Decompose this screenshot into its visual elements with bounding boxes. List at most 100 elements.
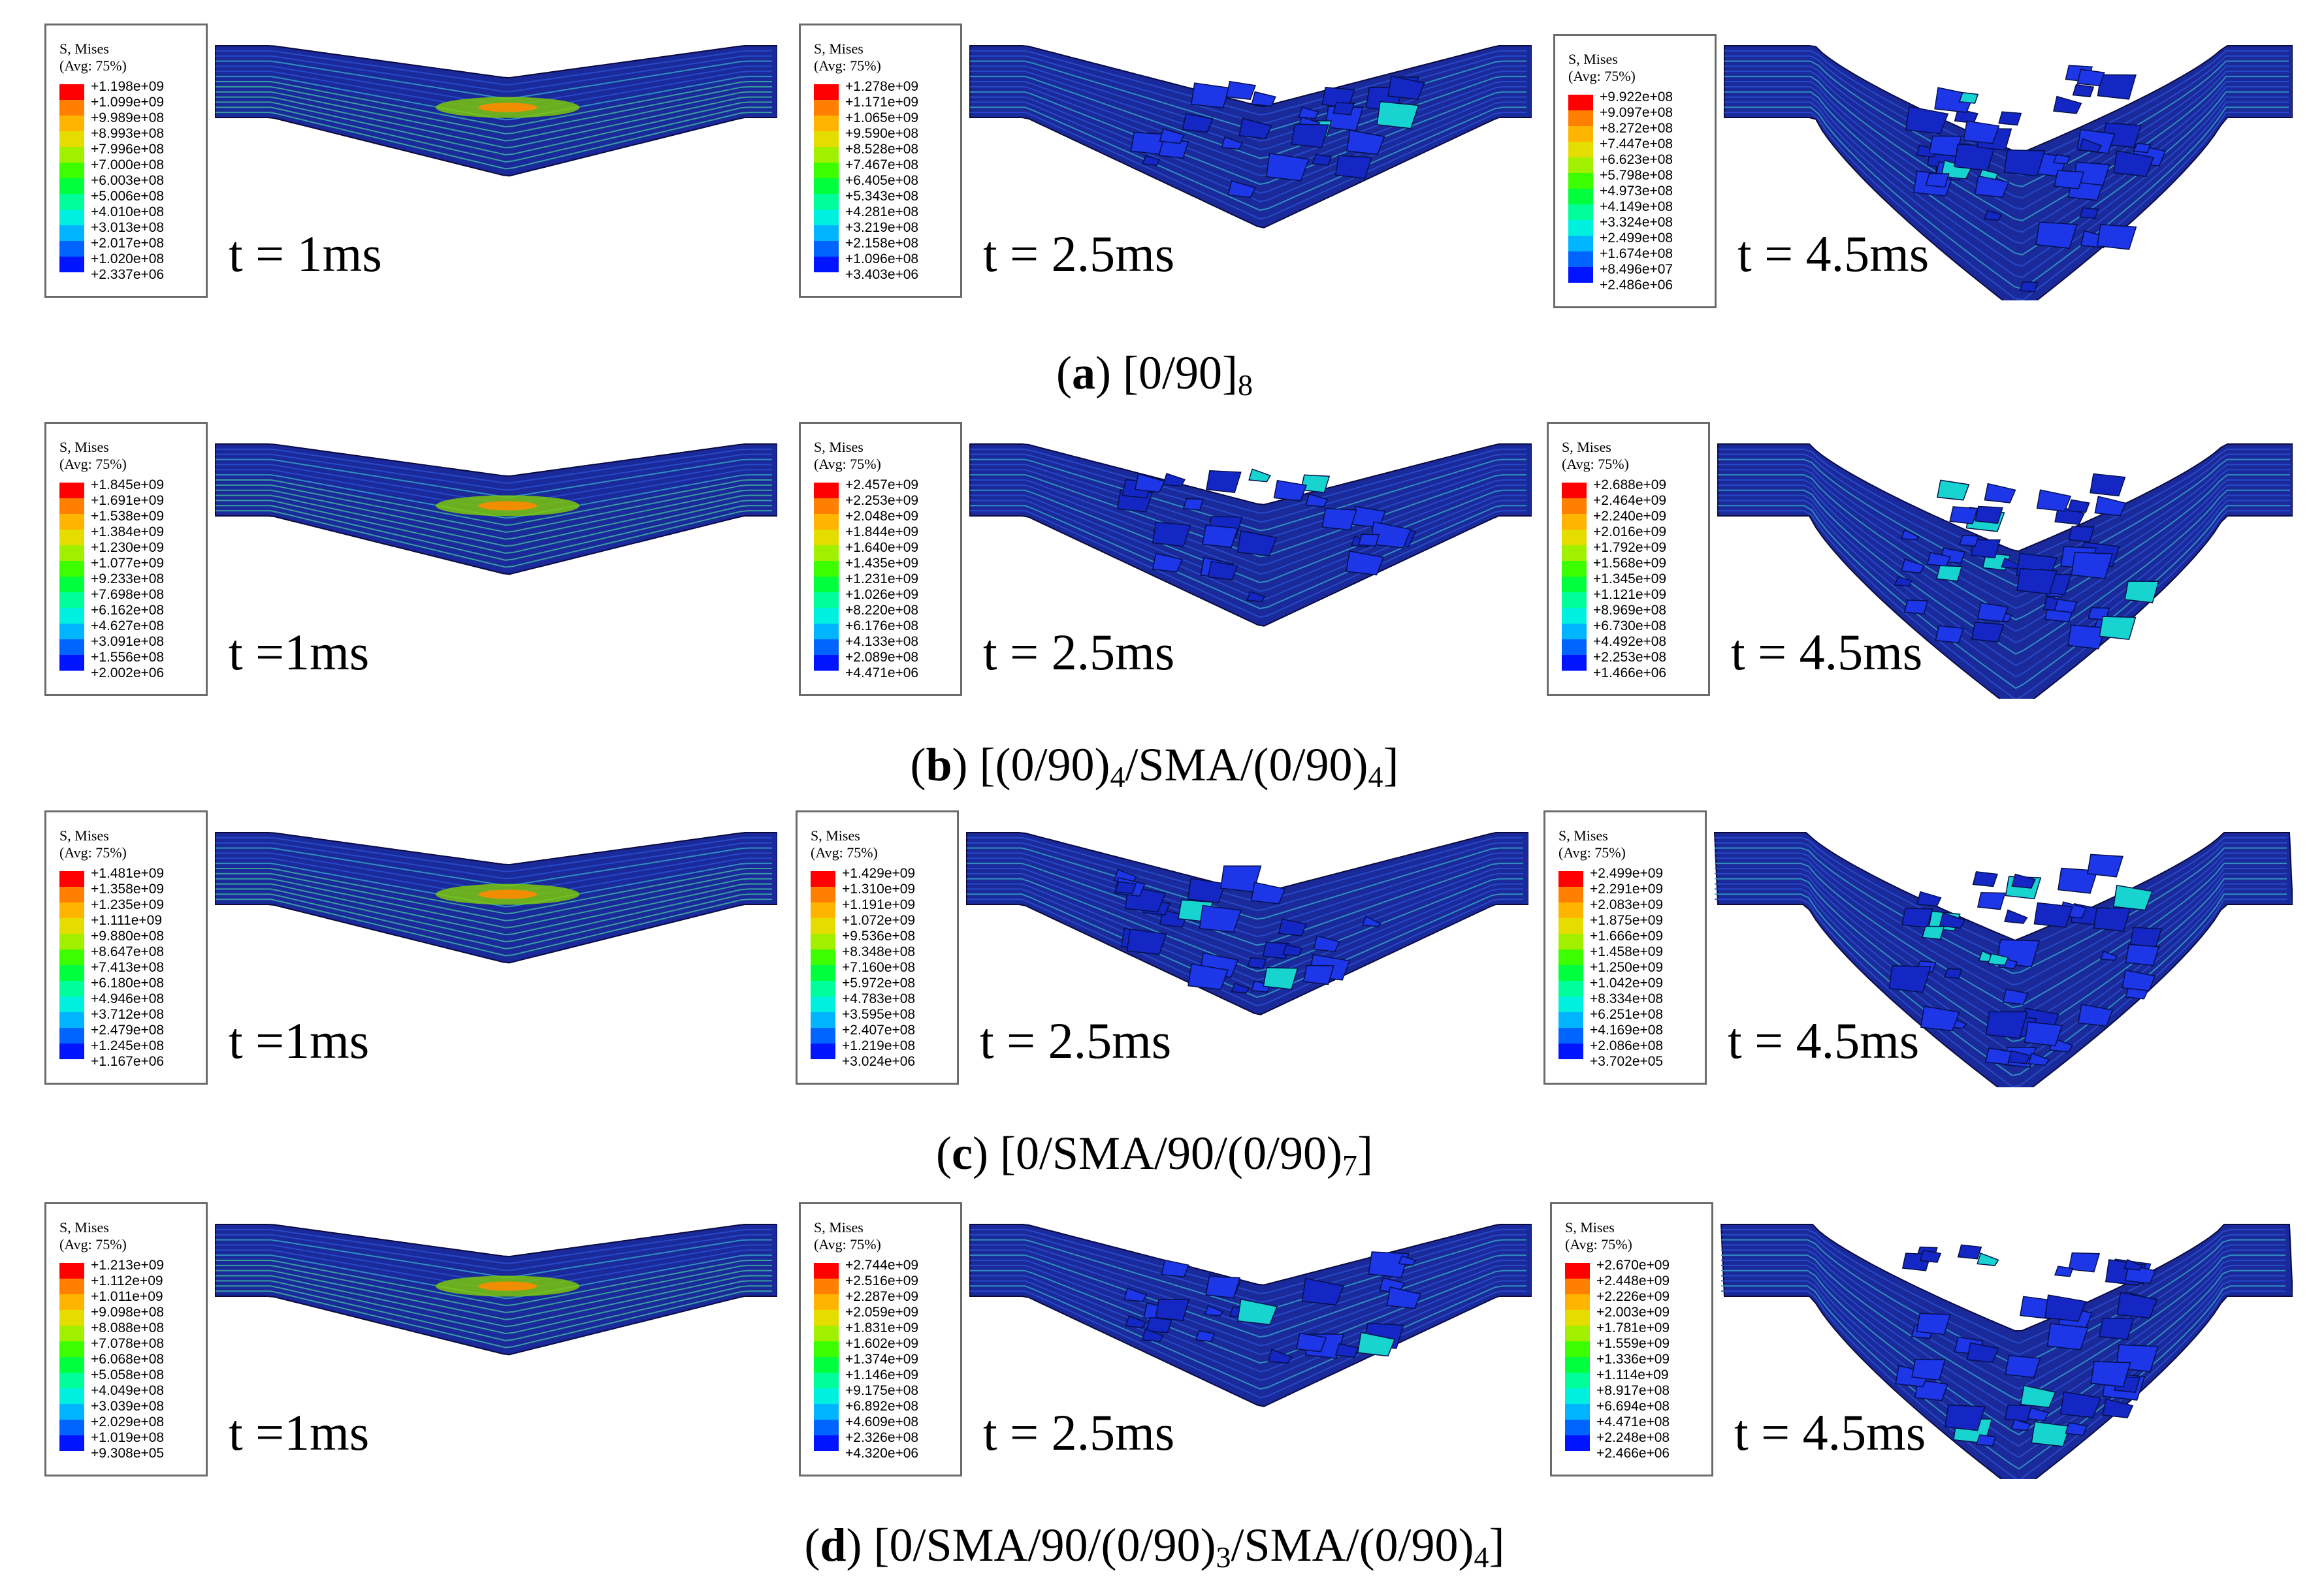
legend-color-swatch [59,1263,84,1279]
caption-text-mid: /SMA/(0/90) [1125,739,1368,791]
legend-value: +5.972e+08 [842,976,916,991]
legend-color-swatch [1558,918,1583,934]
legend-value: +1.559e+09 [1596,1336,1670,1351]
legend-color-swatch [814,483,839,498]
legend-color-swatch [59,950,84,965]
legend-color-swatch [1565,1357,1590,1373]
legend-color-swatch [1568,110,1593,126]
time-label: t = 4.5ms [1734,1404,1926,1461]
legend-color-swatch [59,561,84,577]
legend-value: +7.447e+08 [1600,136,1673,152]
caption-letter: a [1072,347,1096,399]
legend-value: +2.499e+08 [1600,231,1673,246]
caption-text-mid: /SMA/(0/90) [1231,1519,1474,1571]
legend-color-swatch [1562,608,1587,624]
legend-value: +1.065e+09 [845,110,919,125]
time-label: t =1ms [229,1012,370,1069]
legend-color-swatch [1568,251,1593,267]
legend-color-swatch [1558,965,1583,981]
legend-color-swatch [814,147,839,163]
legend-value: +8.348e+08 [842,944,916,959]
legend-color-swatch [1558,902,1583,918]
legend-title: S, Mises [59,40,109,57]
legend-color-swatch [1568,95,1593,110]
legend-title: S, Mises [814,1219,864,1236]
legend-value: +2.226e+09 [1596,1289,1670,1304]
legend-value: +2.326e+08 [845,1430,919,1445]
legend-color-swatch [811,1044,835,1059]
legend-color-swatch [59,530,84,545]
legend-color-swatch [811,950,835,965]
legend-color-swatch [814,1388,839,1404]
legend-color-swatch [59,84,84,100]
time-label: t = 4.5ms [1731,624,1923,680]
legend-color-swatch [59,934,84,950]
stress-legend: S, Mises (Avg: 75%) +9.922e+08 +9.097e+08 +8… [1553,34,1717,308]
legend-value: +2.337e+06 [91,267,165,282]
legend-averaging: (Avg: 75%) [1558,844,1626,861]
legend-value: +1.099e+09 [91,95,165,110]
legend-value: +9.097e+08 [1600,105,1673,120]
legend-value: +3.091e+08 [91,634,165,649]
legend-value: +1.171e+09 [845,95,919,110]
legend-value: +2.457e+09 [845,477,919,492]
legend-value: +6.003e+08 [91,173,165,188]
caption-subscript-2: 4 [1368,760,1383,793]
legend-value: +1.358e+09 [91,882,165,897]
legend-color-swatch [814,1294,839,1310]
legend-color-swatch [814,1326,839,1341]
legend-values: +2.670e+09 +2.448e+09 +2.226e+09 +2.003e+09… [1596,1258,1670,1461]
legend-value: +2.083e+09 [1590,897,1664,912]
legend-value: +9.989e+08 [91,110,165,125]
legend-color-swatch [814,498,839,514]
legend-color-bar [1568,95,1593,283]
legend-value: +1.112e+09 [91,1273,163,1288]
legend-value: +9.880e+08 [91,929,165,944]
legend-value: +2.248e+08 [1596,1430,1670,1445]
legend-value: +8.272e+08 [1600,121,1673,136]
legend-value: +9.175e+08 [845,1383,919,1398]
stress-contour-plot [966,832,1528,1015]
legend-color-swatch [59,1310,84,1326]
legend-color-swatch [59,887,84,902]
legend-color-bar [814,483,839,671]
legend-averaging: (Avg: 75%) [814,1236,881,1253]
legend-color-swatch [814,1310,839,1326]
legend-color-swatch [814,545,839,561]
legend-color-swatch [1565,1341,1590,1357]
legend-color-swatch [59,178,84,194]
legend-value: +3.039e+08 [91,1399,165,1414]
legend-color-swatch [814,530,839,545]
legend-value: +1.072e+09 [842,913,916,928]
legend-color-swatch [1568,220,1593,236]
legend-color-swatch [814,100,839,116]
legend-averaging: (Avg: 75%) [1565,1236,1632,1253]
legend-values: +9.922e+08 +9.097e+08 +8.272e+08 +7.447e+08… [1600,89,1673,293]
legend-title: S, Mises [811,827,860,844]
legend-value: +1.026e+09 [845,587,919,602]
legend-color-swatch [1565,1294,1590,1310]
legend-averaging: (Avg: 75%) [814,456,881,472]
legend-color-bar [1562,483,1587,671]
legend-color-swatch [1562,577,1587,592]
legend-color-swatch [814,241,839,257]
legend-color-swatch [59,1373,84,1388]
legend-value: +1.096e+08 [845,251,919,266]
stress-legend: S, Mises (Avg: 75%) +1.481e+09 +1.358e+09 +1… [44,810,208,1085]
legend-value: +2.744e+09 [845,1258,919,1273]
panel-b-1: S, Mises (Avg: 75%) +1.845e+09 +1.691e+09 +1… [39,418,777,699]
caption-subscript: 3 [1216,1540,1231,1574]
legend-value: +5.343e+08 [845,189,919,204]
legend-value: +2.479e+08 [91,1023,165,1038]
legend-value: +4.010e+08 [91,204,165,219]
stress-contour-plot [1717,443,2293,699]
legend-value: +1.121e+09 [1593,587,1667,602]
legend-color-swatch [1562,514,1587,530]
legend-color-swatch [811,902,835,918]
legend-color-swatch [811,965,835,981]
legend-color-swatch [1565,1388,1590,1404]
legend-color-swatch [811,981,835,997]
legend-value: +2.448e+09 [1596,1273,1670,1288]
legend-averaging: (Avg: 75%) [59,57,127,74]
panel-d-3: S, Mises (Avg: 75%) +2.670e+09 +2.448e+09 +2… [1545,1198,2293,1479]
